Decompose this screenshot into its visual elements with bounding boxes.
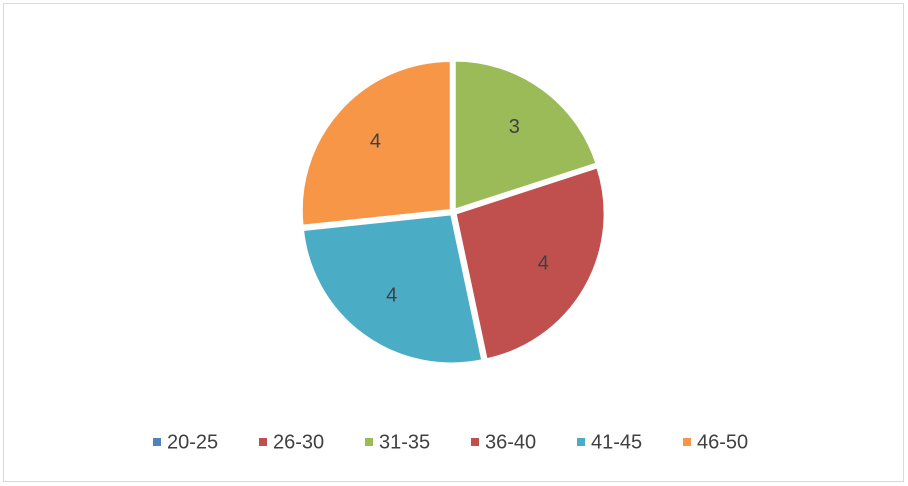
data-label: 4	[538, 252, 549, 274]
legend-label: 31-35	[379, 431, 430, 453]
pie-slice	[453, 59, 598, 211]
legend-marker	[683, 438, 691, 446]
pie-slice	[454, 166, 606, 361]
pie-slice	[300, 59, 452, 227]
legend-label: 46-50	[697, 431, 748, 453]
legend-label: 36-40	[485, 431, 536, 453]
legend-marker	[153, 438, 161, 446]
legend-label: 20-25	[167, 431, 218, 453]
legend-marker	[365, 438, 373, 446]
data-label: 4	[370, 130, 381, 152]
data-label: 4	[386, 285, 397, 307]
legend-marker	[577, 438, 585, 446]
pie-slice	[301, 213, 484, 365]
data-label: 3	[509, 116, 520, 138]
legend-label: 41-45	[591, 431, 642, 453]
legend-marker	[471, 438, 479, 446]
legend-label: 26-30	[273, 431, 324, 453]
legend-marker	[259, 438, 267, 446]
